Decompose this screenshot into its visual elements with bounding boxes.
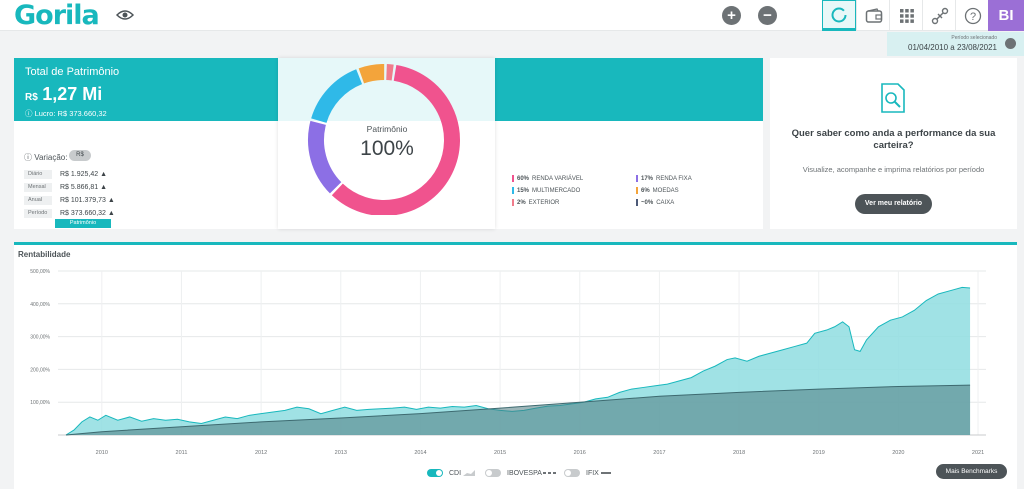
allocation-header	[495, 58, 763, 121]
performance-chart-card: Rentabilidade 500,00% 400,00% 300,00% 200,0…	[14, 242, 1017, 489]
x-tick-label: 2010	[96, 450, 108, 456]
legend-item[interactable]: 15% MULTIMERCADO	[512, 187, 580, 194]
patrimony-value: R$ 1,27 Mi	[25, 84, 102, 105]
performance-chart[interactable]: 500,00% 400,00% 300,00% 200,00% 100,00% 2010 2…	[14, 245, 1017, 461]
nav-help[interactable]: ?	[955, 0, 989, 31]
variation-currency-toggle[interactable]: R$	[69, 150, 91, 161]
user-avatar[interactable]: BI	[988, 0, 1024, 31]
donut-slice[interactable]	[308, 120, 342, 194]
nav-wallet[interactable]	[856, 0, 890, 31]
report-search-icon	[881, 83, 905, 113]
toggle-ibovespa[interactable]: IBOVESPA	[485, 469, 558, 477]
eye-icon[interactable]	[116, 8, 134, 22]
period-selector[interactable]: Período selecionado 01/04/2010 a 23/08/2…	[887, 32, 1024, 56]
y-tick-label: 400,00%	[30, 302, 50, 308]
donut-slice[interactable]	[311, 69, 363, 124]
patrimony-title: Total de Patrimônio	[25, 66, 120, 78]
report-title: Quer saber como anda a performance da su…	[791, 128, 996, 151]
area-legend-icon	[463, 470, 476, 476]
toggle-switch[interactable]	[564, 469, 580, 477]
legend-item[interactable]: 17% RENDA FIXA	[636, 175, 692, 182]
series-area-cdi	[65, 385, 971, 435]
series-line-cdi	[65, 384, 971, 436]
donut-label: Patrimônio	[366, 124, 408, 134]
legend-item[interactable]: ~0% CAIXA	[636, 199, 674, 206]
legend-item[interactable]: 6% MOEDAS	[636, 187, 679, 194]
x-tick-label: 2019	[813, 450, 825, 456]
y-tick-label: 100,00%	[30, 400, 50, 406]
x-tick-label: 2011	[176, 450, 188, 456]
grid-icon	[899, 8, 914, 23]
connect-icon	[931, 7, 948, 24]
x-tick-label: 2015	[494, 450, 506, 456]
refresh-circle-icon	[831, 7, 847, 22]
donut-percentage: 100%	[360, 137, 414, 160]
help-icon: ?	[964, 7, 981, 24]
patrimony-amount: 1,27 Mi	[42, 84, 103, 104]
nav-apps[interactable]	[889, 0, 923, 31]
x-tick-label: 2018	[733, 450, 745, 456]
svg-text:?: ?	[969, 11, 975, 23]
nav-portfolio[interactable]	[822, 0, 856, 31]
legend-item[interactable]: 2% EXTERIOR	[512, 199, 559, 206]
currency-symbol: R$	[25, 92, 38, 103]
patrimony-header	[14, 58, 278, 121]
donut-slice[interactable]	[331, 65, 460, 215]
variation-label: ⓘ Variação:	[24, 153, 68, 162]
remove-button[interactable]: −	[758, 6, 777, 25]
legend-item[interactable]: 60% RENDA VARIÁVEL	[512, 175, 583, 182]
x-tick-label: 2012	[255, 450, 267, 456]
x-tick-label: 2014	[414, 450, 426, 456]
report-subtitle: Visualize, acompanhe e imprima relatório…	[802, 165, 985, 174]
chart-title: Rentabilidade	[18, 250, 71, 259]
toggle-cdi[interactable]: CDI	[427, 469, 476, 477]
period-value: 01/04/2010 a 23/08/2021	[908, 43, 997, 52]
allocation-donut[interactable]	[300, 60, 468, 215]
donut-slice[interactable]	[358, 64, 385, 84]
x-tick-label: 2020	[892, 450, 904, 456]
view-report-button[interactable]: Ver meu relatório	[855, 194, 932, 214]
toggle-ifix[interactable]: IFIX	[564, 469, 611, 477]
x-tick-label: 2021	[972, 450, 984, 456]
gorila-logo[interactable]: Gorila	[14, 0, 100, 31]
wallet-icon	[865, 7, 882, 23]
y-tick-label: 500,00%	[30, 269, 50, 275]
x-tick-label: 2013	[335, 450, 347, 456]
x-tick-label: 2016	[574, 450, 586, 456]
top-bar: Gorila + −	[0, 0, 1024, 31]
toggle-switch[interactable]	[427, 469, 443, 477]
period-label: Período selecionado	[951, 35, 997, 41]
donut-slice[interactable]	[386, 64, 394, 81]
patrimony-tab-button[interactable]: Patrimônio	[55, 219, 111, 228]
toggle-switch[interactable]	[485, 469, 501, 477]
nav-connections[interactable]	[922, 0, 956, 31]
patrimony-profit: ⓘ Lucro: R$ 373.660,32	[25, 109, 107, 118]
solid-line-icon	[600, 472, 611, 474]
x-tick-label: 2017	[653, 450, 665, 456]
dashed-line-icon	[543, 472, 558, 474]
report-card: Quer saber como anda a performance da su…	[770, 58, 1017, 229]
add-button[interactable]: +	[722, 6, 741, 25]
calendar-icon[interactable]	[1005, 38, 1016, 49]
more-benchmarks-button[interactable]: Mais Benchmarks	[936, 464, 1007, 479]
y-tick-label: 300,00%	[30, 335, 50, 341]
y-tick-label: 200,00%	[30, 367, 50, 373]
